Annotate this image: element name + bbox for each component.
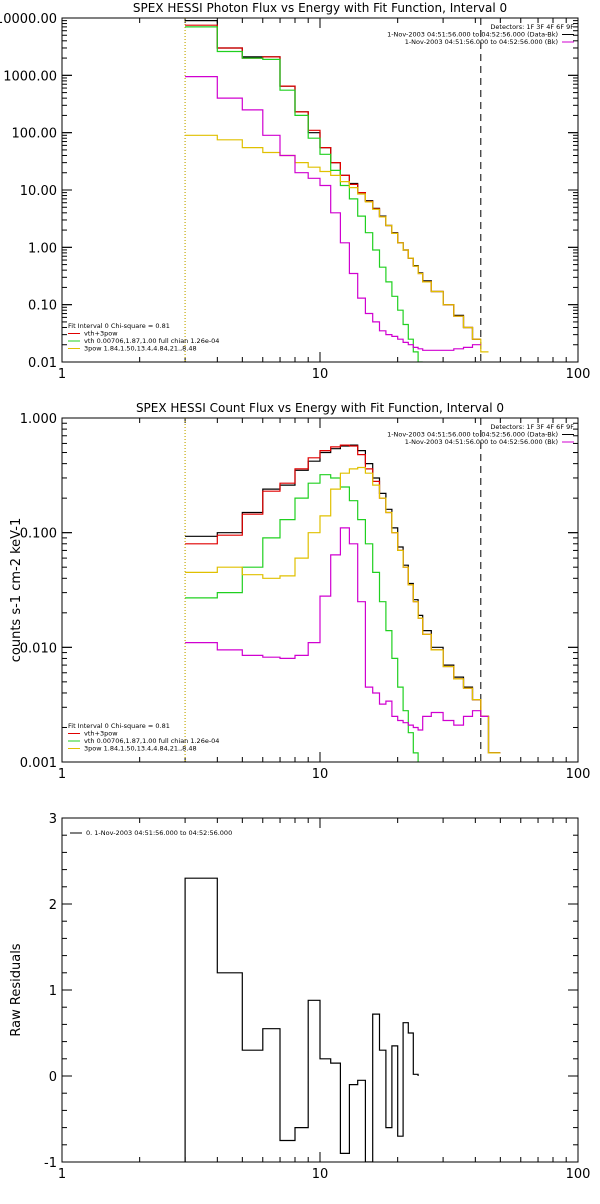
legend-entry: 3pow 1.84,1.50,13.4,4.84,21.,8.48	[84, 745, 197, 753]
plot-frame	[61, 17, 579, 363]
x-tick-label: 1	[58, 767, 66, 782]
y-tick-label: 0	[49, 1070, 57, 1085]
chart-title: SPEX HESSI Photon Flux vs Energy with Fi…	[133, 1, 507, 15]
legend-entry: vth 0.00706,1.87,1.00 full chian 1.26e-0…	[84, 337, 219, 345]
x-tick-label: 1	[58, 367, 66, 382]
x-tick-label: 100	[566, 1167, 591, 1182]
y-tick-label: 100.00	[12, 127, 58, 142]
y-axis-label: Raw Residuals	[9, 943, 24, 1036]
legend-entry: 1-Nov-2003 04:51:56.000 to 04:52:56.000 …	[387, 431, 558, 439]
legend-entry: vth+3pow	[84, 330, 118, 338]
legend-entry: 1-Nov-2003 04:51:56.000 to 04:52:56.000 …	[387, 31, 558, 39]
chart-panel-1: SPEX HESSI Count Flux vs Energy with Fit…	[9, 401, 591, 782]
legend-header: Detectors: 1F 3F 4F 6F 9F	[490, 423, 574, 431]
chart-title: SPEX HESSI Count Flux vs Energy with Fit…	[136, 401, 504, 415]
series-group	[185, 444, 501, 762]
y-tick-label: 0.10	[28, 299, 57, 314]
series-line	[185, 474, 419, 762]
legend-header: Detectors: 1F 3F 4F 6F 9F	[490, 23, 574, 31]
y-tick-label: 3	[49, 812, 57, 827]
series-line	[185, 444, 501, 754]
x-tick-label: 1	[58, 1167, 66, 1182]
series-line	[185, 76, 481, 351]
legend-entry: vth 0.00706,1.87,1.00 full chian 1.26e-0…	[84, 737, 219, 745]
y-tick-label: 1	[49, 984, 57, 999]
x-tick-label: 10	[312, 767, 329, 782]
legend-header: Fit Interval 0 Chi-square = 0.81	[68, 722, 170, 730]
x-tick-label: 10	[312, 1167, 329, 1182]
series-line	[185, 466, 501, 754]
legend-entry: 1-Nov-2003 04:51:56.000 to 04:52:56.000 …	[405, 38, 558, 46]
series-line	[185, 444, 501, 754]
y-tick-label: -1	[44, 1156, 57, 1171]
y-tick-label: 0.001	[20, 756, 57, 771]
chart-panel-0: SPEX HESSI Photon Flux vs Energy with Fi…	[0, 1, 590, 382]
x-tick-label: 100	[566, 367, 591, 382]
legend-entry: vth+3pow	[84, 730, 118, 738]
y-tick-label: 10000.00	[0, 12, 57, 27]
y-tick-label: 1.000	[20, 412, 57, 427]
series-line	[185, 134, 489, 353]
y-tick-label: 10.00	[20, 184, 57, 199]
y-tick-label: 1.00	[28, 241, 57, 256]
x-tick-label: 10	[312, 367, 329, 382]
y-tick-label: 0.100	[20, 527, 57, 542]
plot-frame	[61, 817, 579, 1163]
legend-entry: 1-Nov-2003 04:51:56.000 to 04:52:56.000 …	[405, 438, 558, 446]
legend-header: Fit Interval 0 Chi-square = 0.81	[68, 322, 170, 330]
series-line	[184, 877, 419, 1162]
series-line	[185, 26, 423, 362]
y-tick-label: 0.010	[20, 641, 57, 656]
chart-panel-2: Raw Residuals 1 10 100 -1 0 1 2 3 0. 1-Nov-2003 0…	[9, 812, 590, 1182]
series-group	[184, 877, 419, 1162]
series-group	[185, 20, 489, 362]
plot-frame	[61, 417, 579, 763]
legend-entry: 3pow 1.84,1.50,13.4,4.84,21.,8.48	[84, 345, 197, 353]
y-tick-label: 0.01	[28, 356, 57, 371]
series-line	[185, 527, 489, 731]
y-tick-label: 2	[49, 898, 57, 913]
legend-entry: 0. 1-Nov-2003 04:51:56.000 to 04:52:56.0…	[86, 829, 232, 837]
y-tick-label: 1000.00	[3, 69, 57, 84]
x-tick-label: 100	[566, 767, 591, 782]
y-axis-label: counts s-1 cm-2 keV-1	[9, 518, 24, 663]
